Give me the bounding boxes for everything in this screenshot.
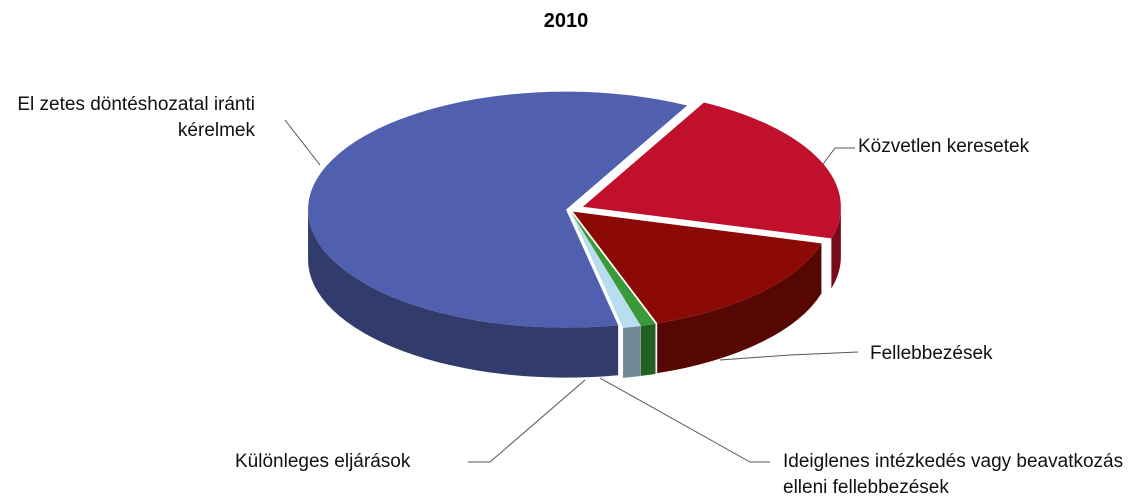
leader-line — [599, 377, 770, 463]
chart-title: 2010 — [543, 10, 589, 32]
slice-side — [640, 323, 656, 376]
slice — [572, 211, 822, 324]
slice-side — [308, 209, 619, 378]
slice — [571, 212, 656, 326]
slice-label: Fellebbezések — [870, 343, 993, 364]
slice — [570, 212, 641, 328]
slice-label: Különleges eljárások — [235, 451, 411, 472]
leader-line — [468, 379, 586, 463]
leader-line — [284, 119, 321, 166]
leader-line — [719, 351, 859, 361]
slice-label: Közvetlen keresetek — [858, 136, 1030, 157]
slice-side — [657, 243, 822, 374]
slice — [582, 102, 841, 239]
slice-label: Ideiglenes intézkedés vagy beavatkozás e… — [783, 451, 1124, 497]
slice-side — [623, 325, 641, 378]
slice-label: El zetes döntéshozatal iránti kérelmek — [17, 94, 255, 141]
slice-side — [831, 206, 841, 289]
slice — [308, 91, 688, 328]
